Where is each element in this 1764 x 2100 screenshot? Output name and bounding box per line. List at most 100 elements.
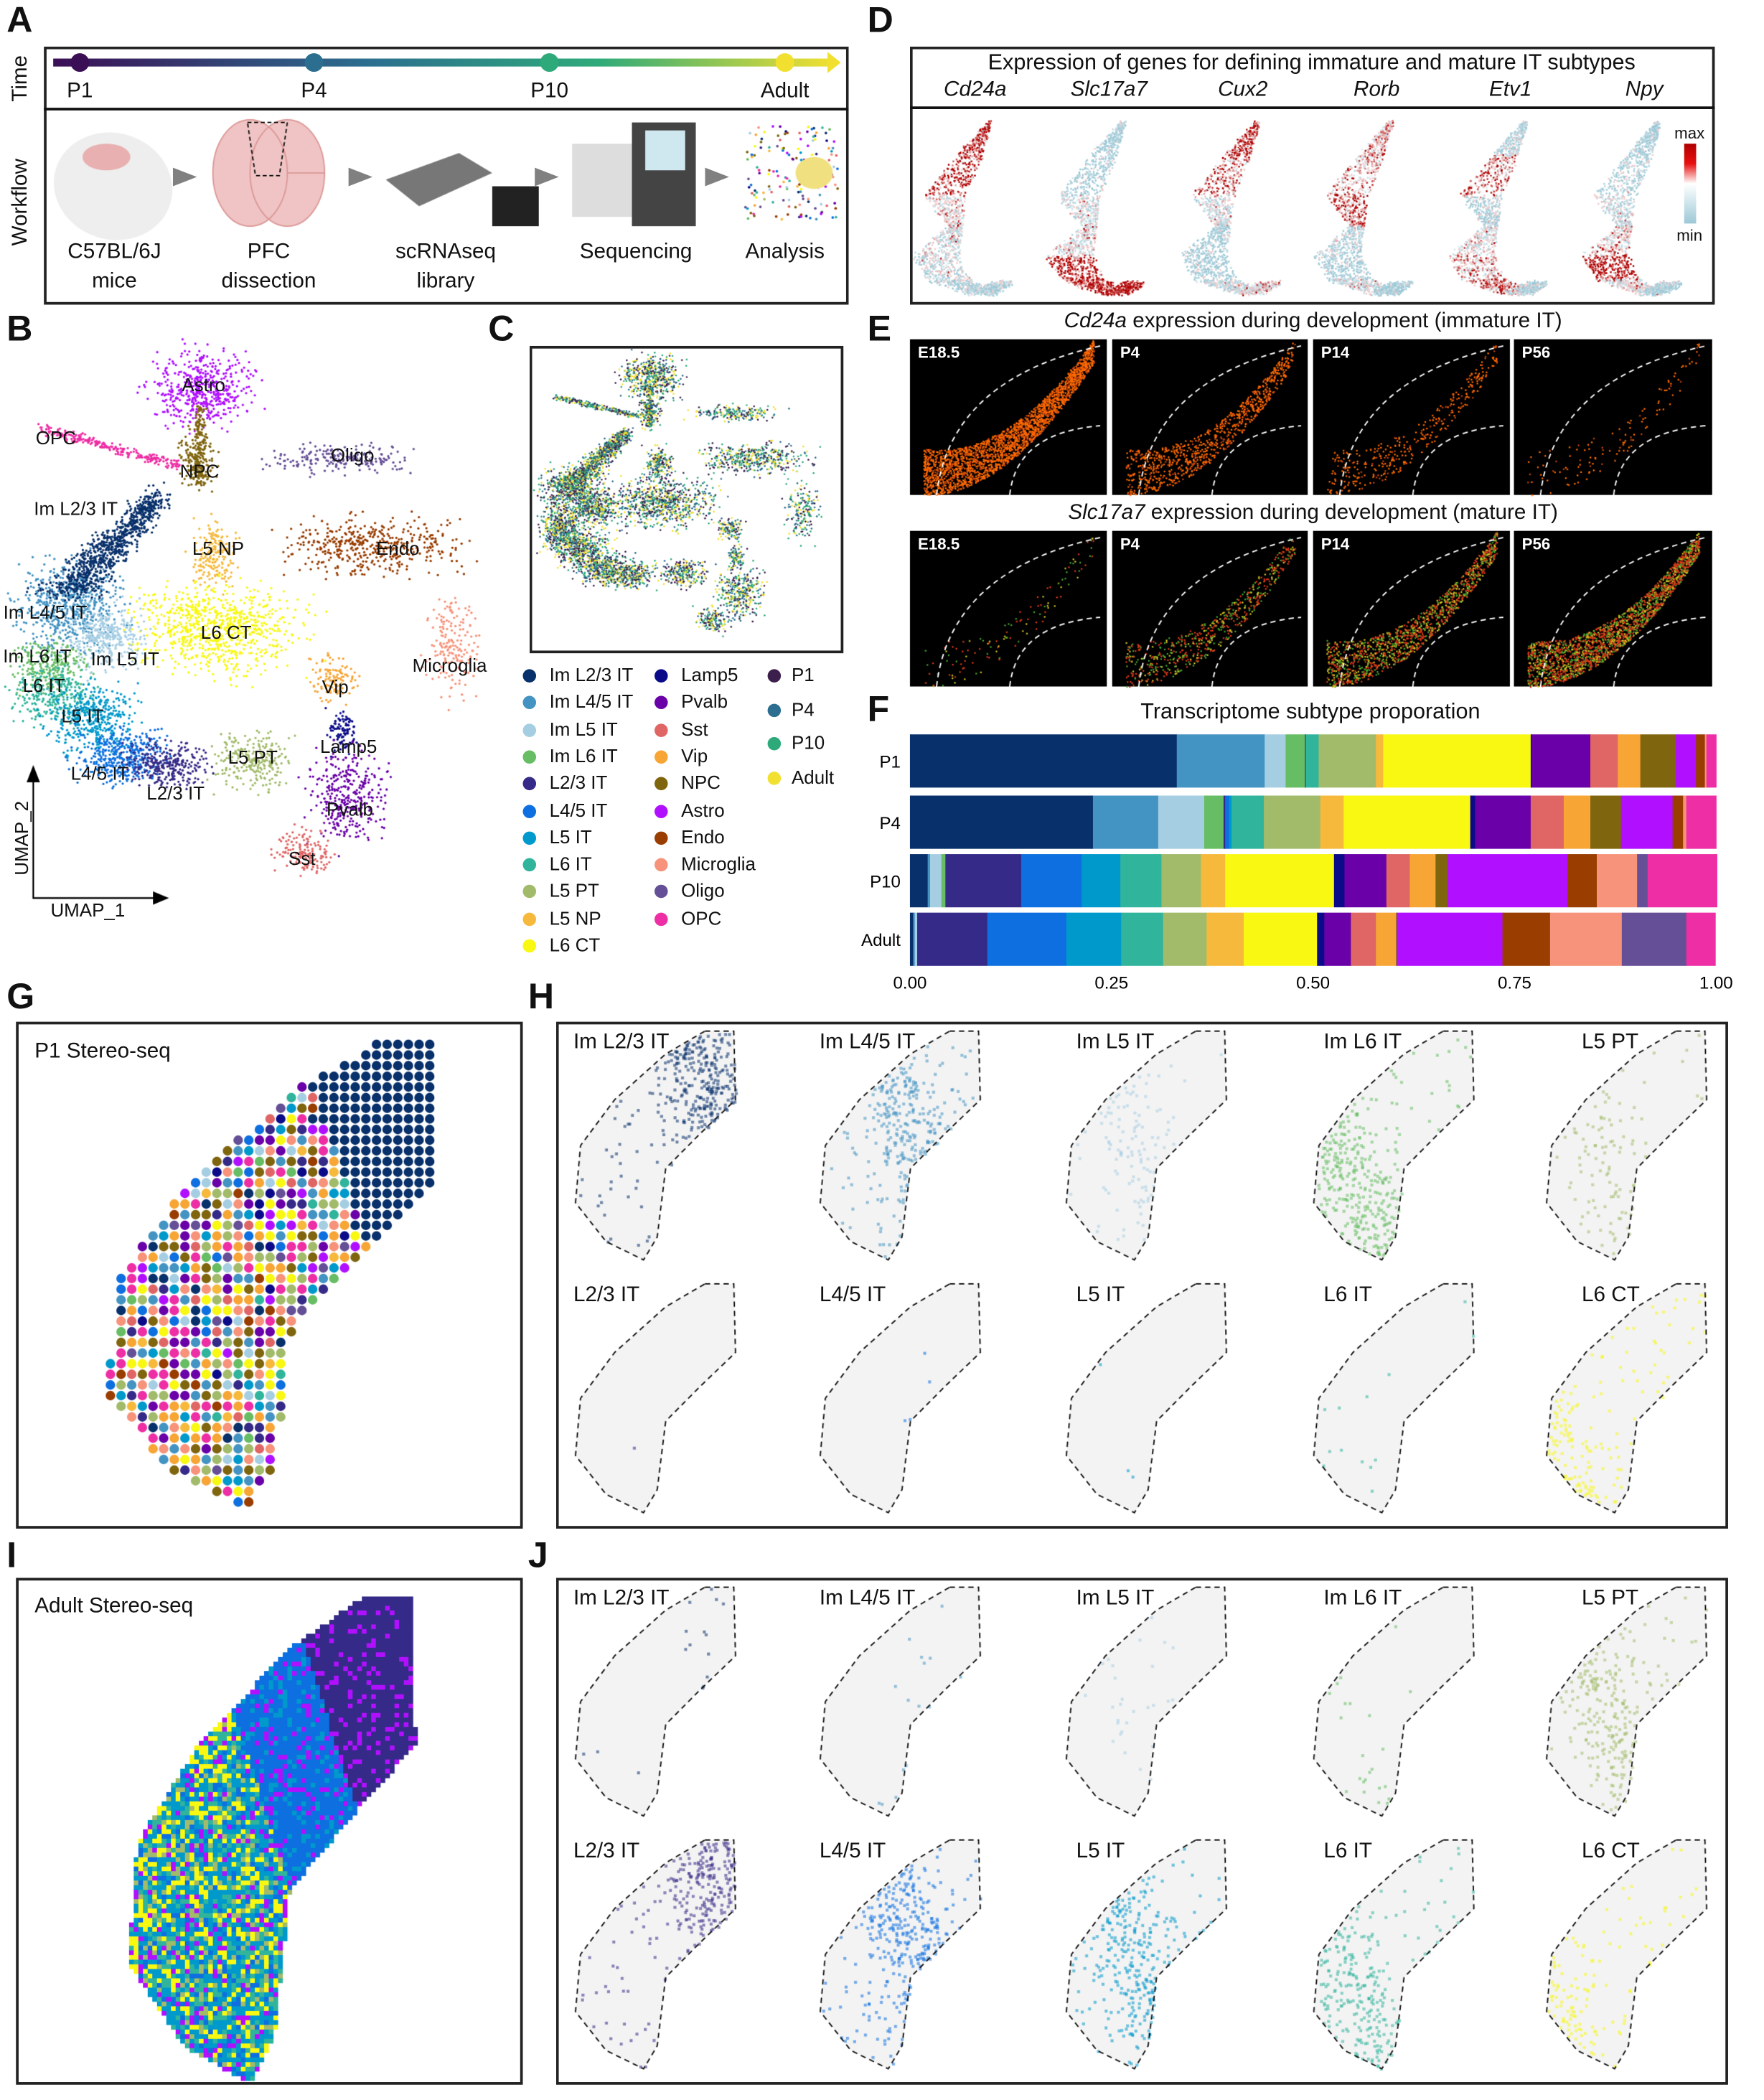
bar-segment-P4-Pvalb [1475, 795, 1531, 849]
bar-segment-P4-L5-PT [1264, 795, 1321, 849]
p1-celltype-maps-frame [555, 1021, 1728, 1529]
legend-swatch [655, 885, 668, 899]
umap1-axis-label: UMAP_1 [50, 899, 126, 921]
bar-segment-Adult-Pvalb [1324, 912, 1351, 966]
step-mice-label: C57BL/6J mice [67, 238, 161, 297]
gene-expression-panel [909, 46, 1715, 305]
bar-segment-P4-Lamp5 [1470, 795, 1476, 849]
bar-segment-P4-L5-NP [1320, 795, 1344, 849]
cluster-label: Im L2/3 IT [34, 497, 118, 519]
gene-panel-title: Expression of genes for defining immatur… [987, 50, 1636, 75]
cluster-label: L4/5 IT [70, 762, 129, 784]
bar-segment-P1-L6-CT [1383, 734, 1531, 788]
arrow-right-icon [348, 167, 373, 187]
bar-segment-P4-Sst [1530, 795, 1564, 849]
legend-swatch [522, 669, 537, 683]
timepoint-dot [70, 53, 90, 72]
legend-label: OPC [681, 906, 722, 929]
bar-segment-P4-Endo [1672, 795, 1684, 849]
bar-segment-P10-Microglia [1597, 854, 1638, 908]
mouse-icon [55, 117, 174, 229]
step-line1: scRNAseq [395, 240, 497, 264]
x-tick-label: 0.25 [1094, 973, 1128, 993]
legend-swatch [655, 804, 668, 818]
category-label: Adult [861, 931, 901, 950]
panel-letter-b: B [6, 309, 33, 349]
e-row1-title-rest: expression during development (immature … [1126, 309, 1562, 333]
celltype-map-label: Im L6 IT [1323, 1031, 1402, 1054]
celltype-map-label: L4/5 IT [819, 1839, 886, 1863]
legend-swatch [655, 696, 668, 710]
legend-swatch [522, 696, 537, 710]
x-tick-label: 0.75 [1498, 973, 1531, 993]
bar-segment-P4-L5-IT [1229, 795, 1232, 849]
bar-segment-P10-Endo [1567, 854, 1598, 908]
legend-label: Im L4/5 IT [549, 690, 634, 713]
celltype-map-label: L6 CT [1582, 1283, 1640, 1307]
bar-segment-Adult-Endo [1502, 912, 1551, 966]
stage-label: E18.5 [918, 343, 960, 362]
gene-name: Etv1 [1489, 78, 1532, 101]
cluster-label: Lamp5 [319, 736, 377, 757]
bar-segment-Adult-Astro [1397, 912, 1503, 966]
celltype-map-label: L6 IT [1323, 1283, 1373, 1307]
cluster-label: Sst [288, 847, 316, 869]
legend-swatch [655, 777, 668, 791]
workflow-divider [44, 108, 849, 111]
legend-swatch [767, 703, 782, 717]
umap-analysis-icon [725, 117, 845, 229]
e-row2-title: Slc17a7 expression during development (m… [1068, 502, 1558, 525]
step-line2: library [416, 270, 475, 293]
bar-segment-P1-Lamp5 [1530, 734, 1532, 788]
timepoint-dot [540, 53, 559, 72]
bar-segment-P10-Im-L6-IT [941, 854, 946, 908]
bar-segment-P1-Im-L2-3-IT [909, 734, 1178, 788]
timepoint-dot [775, 53, 794, 72]
bar-segment-P4-Im-L5-IT [1158, 795, 1205, 849]
legend-label: Vip [681, 744, 708, 767]
bar-segment-Adult-L2-3-IT [917, 912, 988, 966]
celltype-map-label: Im L4/5 IT [819, 1587, 916, 1610]
bar-segment-P10-Im-L2-3-IT [909, 854, 929, 908]
step-analysis-label: Analysis [745, 240, 825, 264]
cluster-label: L5 NP [192, 537, 245, 559]
panel-letter-j: J [527, 1535, 548, 1575]
cluster-label: L5 PT [227, 746, 278, 768]
legend-label: Microglia [681, 853, 756, 875]
p1-stereoseq-frame [16, 1021, 523, 1529]
workflow-panel [44, 46, 849, 305]
arrow-right-icon [705, 167, 729, 187]
gene-header-divider [909, 106, 1715, 110]
bar-segment-P10-L2-3-IT [945, 854, 1022, 908]
legend-swatch [655, 831, 668, 845]
bar-segment-P1-L5-NP [1376, 734, 1384, 788]
panel-letter-i: I [6, 1535, 17, 1575]
celltype-map-label: L6 IT [1323, 1839, 1373, 1863]
category-label: P1 [880, 753, 901, 772]
bar-segment-P4-Vip [1563, 795, 1591, 849]
bar-segment-P1-Endo [1696, 734, 1706, 788]
celltype-map-label: L2/3 IT [573, 1283, 640, 1307]
celltype-map-label: Im L5 IT [1076, 1587, 1155, 1610]
time-row-label: Time [9, 55, 32, 102]
legend-label: Endo [681, 825, 725, 848]
bar-segment-P4-Im-L2-3-IT [909, 795, 1094, 849]
x-tick-label: 0.50 [1296, 973, 1330, 993]
stage-label: P14 [1320, 343, 1350, 362]
bar-segment-P1-NPC [1640, 734, 1676, 788]
e-row1-gene: Cd24a [1064, 309, 1127, 333]
stage-label: E18.5 [918, 535, 960, 554]
bar-segment-P4-OPC [1686, 795, 1717, 849]
arrow-right-icon [172, 167, 197, 187]
legend-label: P4 [791, 698, 815, 720]
e-row1-title: Cd24a expression during development (imm… [1064, 310, 1562, 334]
legend-label: L4/5 IT [549, 799, 608, 820]
cluster-label: Im L6 IT [3, 645, 72, 667]
cluster-label: L5 IT [61, 705, 104, 727]
bar-segment-P4-Im-L4-5-IT [1092, 795, 1159, 849]
panel-letter-a: A [6, 0, 33, 40]
step-sequencing-label: Sequencing [579, 240, 693, 264]
bar-segment-P10-L5-NP [1201, 854, 1226, 908]
legend-label: P10 [791, 732, 825, 754]
cluster-label: Endo [375, 537, 420, 559]
